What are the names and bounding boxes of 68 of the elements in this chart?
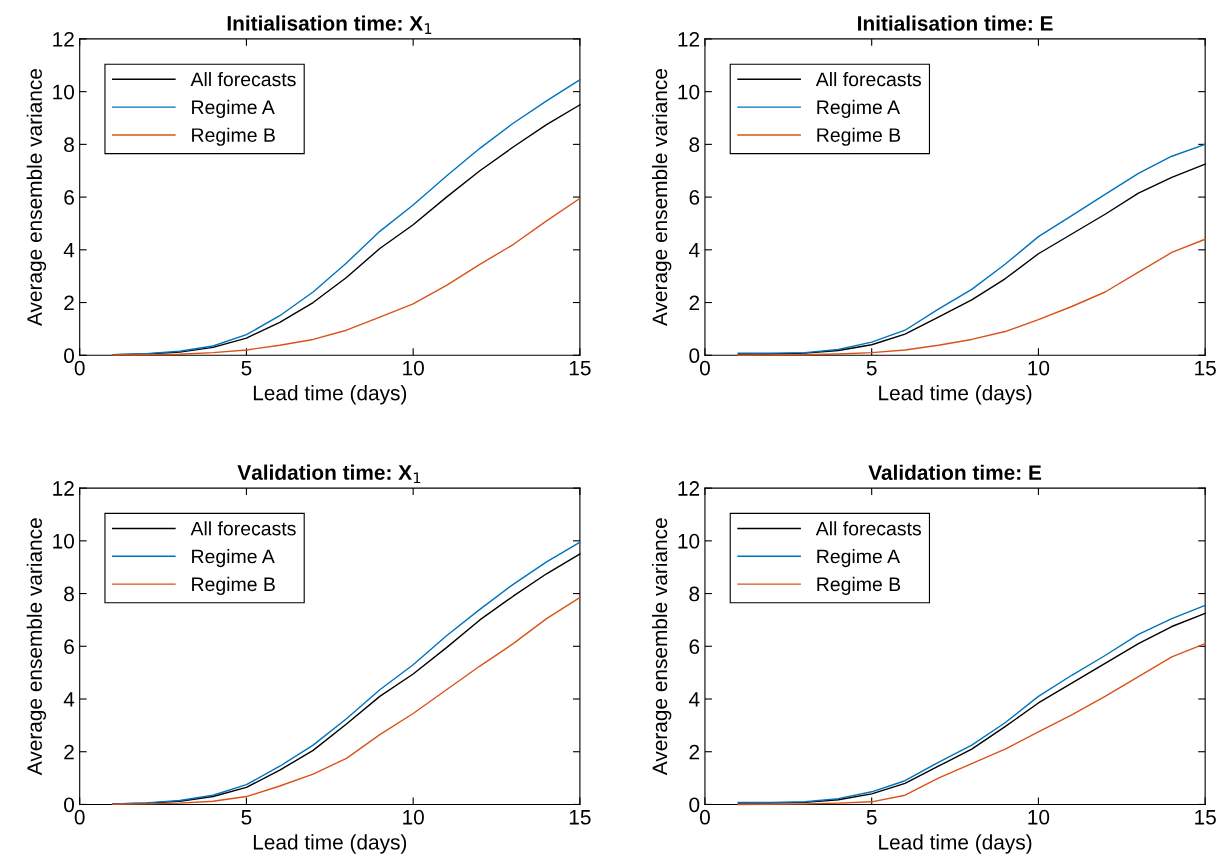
x-tick-label: 15: [1195, 810, 1216, 825]
y-axis-title: Average ensemble variance: [651, 69, 672, 326]
chart-title: Initialisation time: E: [858, 15, 1053, 31]
x-tick-label: 0: [699, 809, 710, 825]
y-tick-label: 4: [63, 692, 75, 707]
legend-label: All forecasts: [190, 521, 296, 536]
x-tick-label: 10: [403, 360, 424, 376]
x-tick-label: 0: [74, 360, 85, 376]
y-tick-label: 10: [678, 533, 700, 549]
legend-label: All forecasts: [815, 71, 921, 87]
y-tick-label: 10: [678, 84, 700, 100]
y-axis-title: Average ensemble variance: [26, 518, 47, 776]
y-tick-label: 12: [53, 481, 74, 496]
y-tick-label: 8: [64, 137, 74, 153]
legend-label: Regime A: [817, 99, 901, 118]
x-tick-label: 5: [866, 810, 877, 825]
y-tick-label: 6: [689, 639, 700, 655]
legend-label: Regime A: [192, 99, 275, 118]
y-tick-label: 2: [689, 744, 700, 760]
x-tick-label: 10: [403, 809, 424, 825]
x-axis-title: Lead time (days): [253, 385, 407, 405]
y-tick-label: 2: [64, 295, 74, 311]
y-tick-label: 12: [53, 31, 74, 47]
x-tick-label: 5: [866, 360, 877, 376]
chart-title: Initialisation time: X$_{1}$: [227, 15, 432, 34]
y-tick-label: 6: [689, 190, 700, 205]
y-axis-title: Average ensemble variance: [26, 69, 47, 326]
legend-label: All forecasts: [815, 521, 921, 536]
y-tick-label: 8: [64, 586, 74, 602]
y-tick-label: 6: [64, 190, 74, 205]
y-tick-label: 2: [64, 744, 74, 760]
y-tick-label: 4: [688, 692, 700, 707]
legend-label: Regime B: [817, 127, 901, 146]
x-tick-label: 15: [569, 360, 591, 376]
y-tick-label: 2: [689, 295, 700, 311]
y-tick-label: 8: [689, 586, 700, 602]
x-tick-label: 10: [1028, 360, 1050, 376]
x-tick-label: 0: [699, 360, 710, 376]
y-tick-label: 0: [64, 797, 75, 813]
x-tick-label: 15: [569, 810, 591, 825]
chart-title: Validation time: E: [868, 464, 1042, 480]
legend-label: All forecasts: [190, 71, 296, 87]
x-tick-label: 10: [1028, 809, 1050, 825]
y-tick-label: 0: [689, 797, 700, 813]
x-tick-label: 0: [74, 809, 85, 825]
legend-label: Regime A: [817, 549, 901, 568]
chart-title: Validation time: X$_{1}$: [237, 464, 421, 484]
x-axis-title: Lead time (days): [879, 385, 1032, 405]
y-axis-title: Average ensemble variance: [651, 518, 672, 776]
legend-label: Regime B: [192, 576, 275, 595]
legend-label: Regime A: [192, 549, 275, 568]
y-tick-label: 12: [678, 31, 700, 47]
y-tick-label: 8: [689, 137, 700, 153]
y-tick-label: 10: [53, 84, 75, 100]
x-tick-label: 5: [241, 360, 252, 376]
y-tick-label: 4: [63, 243, 75, 258]
y-tick-label: 6: [64, 639, 74, 655]
x-axis-title: Lead time (days): [879, 834, 1032, 854]
y-tick-label: 4: [688, 243, 700, 258]
x-tick-label: 5: [241, 810, 252, 825]
x-tick-label: 15: [1195, 360, 1216, 376]
legend-label: Regime B: [192, 127, 275, 146]
y-tick-label: 12: [678, 481, 700, 496]
y-tick-label: 0: [64, 348, 75, 364]
legend-label: Regime B: [817, 576, 901, 595]
y-tick-label: 0: [689, 348, 700, 364]
x-axis-title: Lead time (days): [253, 834, 407, 854]
y-tick-label: 10: [53, 533, 75, 549]
